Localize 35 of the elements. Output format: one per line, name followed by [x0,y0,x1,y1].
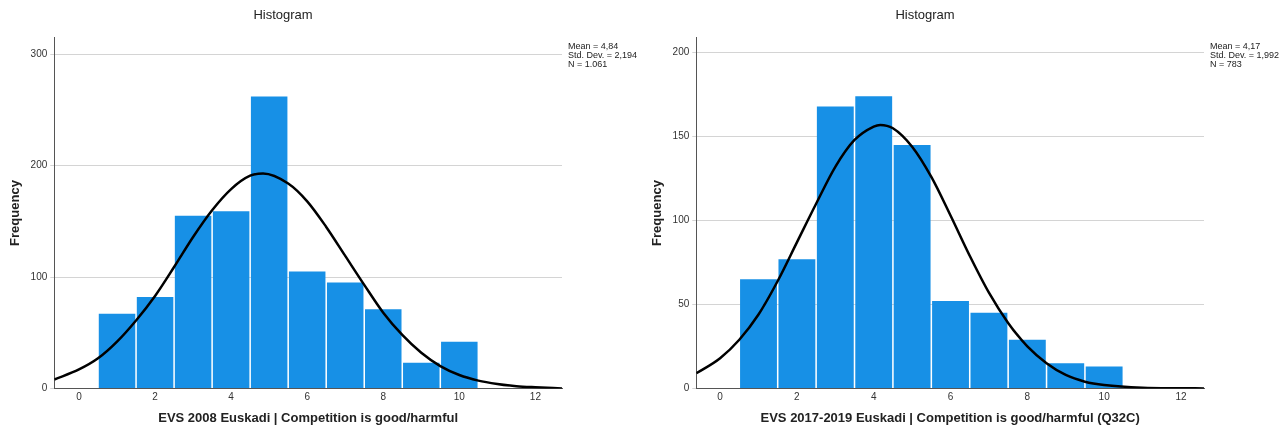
y-tick-label: 0 [41,382,48,394]
text: Mean = 4,84 [568,40,619,51]
x-tick-label: 4 [228,391,235,403]
x-tick-label: 6 [304,391,311,403]
y-tick-label: 200 [30,159,48,171]
x-tick-label: 2 [794,391,801,403]
chart-title: Histogram [253,7,313,23]
text: N = 783 [1210,58,1242,69]
x-tick-label: 0 [76,391,83,403]
y-axis-title: Frequency [7,179,23,246]
text: Mean = 4,17 [1210,40,1261,51]
y-axis-title: Frequency [649,179,665,246]
x-tick-label: 12 [529,391,542,403]
chart-title: Histogram [895,7,955,23]
x-tick-label: 12 [1175,391,1187,403]
y-tick-label: 100 [672,214,690,226]
y-tick-label: 200 [672,46,690,58]
x-tick-label: 4 [870,391,877,403]
text: Std. Dev. = 2,194 [568,49,638,60]
x-tick-label: 8 [380,391,387,403]
y-tick-label: 300 [30,48,48,60]
x-tick-label: 8 [1024,391,1031,403]
x-tick-label: 0 [717,391,724,403]
x-tick-label: 2 [152,391,159,403]
text: Std. Dev. = 1,992 [1210,49,1280,60]
x-tick-label: 10 [453,391,466,403]
x-axis-title: EVS 2008 Euskadi | Competition is good/harmful [158,409,459,425]
y-tick-label: 150 [672,130,690,142]
x-tick-label: 10 [1098,391,1111,403]
x-tick-label: 6 [947,391,954,403]
y-tick-label: 50 [678,298,690,310]
y-tick-label: 0 [683,382,690,394]
y-tick-label: 100 [30,270,48,282]
text: N = 1.061 [568,58,608,69]
x-axis-title: EVS 2017-2019 Euskadi | Competition is good/harmful (Q32C) [760,409,1140,425]
